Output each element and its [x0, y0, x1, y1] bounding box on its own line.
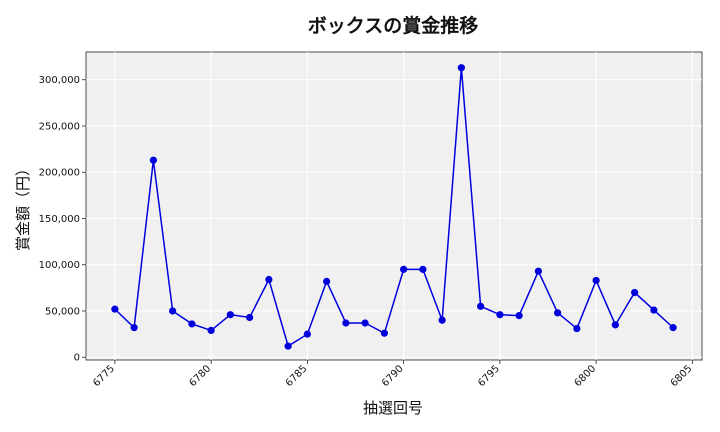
data-point — [573, 324, 581, 333]
data-point — [265, 275, 273, 284]
data-point — [457, 64, 465, 72]
y-tick-label: 100,000 — [39, 260, 80, 271]
data-point — [631, 288, 639, 297]
data-point — [188, 320, 196, 328]
data-point — [650, 306, 658, 314]
x-tick-label: 6800 — [572, 363, 598, 389]
series-layer — [111, 64, 677, 350]
data-point — [169, 307, 177, 315]
data-point — [380, 329, 388, 337]
data-point — [323, 277, 331, 285]
data-point — [226, 311, 234, 319]
chart-title: ボックスの賞金推移 — [308, 14, 478, 37]
plot-area — [85, 51, 703, 361]
data-point — [342, 319, 350, 327]
grid — [86, 52, 702, 360]
data-point — [284, 342, 292, 350]
data-point — [400, 265, 408, 273]
data-point — [207, 326, 215, 335]
x-tick-label: 6805 — [669, 363, 695, 389]
x-axis-label: 抽選回号 — [363, 399, 423, 417]
data-point — [130, 324, 138, 332]
x-tick-label: 6785 — [284, 363, 310, 389]
y-tick-label: 150,000 — [39, 214, 80, 225]
x-tick-label: 6790 — [380, 363, 406, 389]
data-point — [303, 330, 311, 338]
y-tick-label: 300,000 — [39, 75, 80, 86]
data-point — [361, 319, 369, 327]
x-tick-label: 6795 — [476, 363, 502, 389]
data-point — [554, 309, 562, 317]
data-point — [496, 311, 504, 319]
y-axis-label: 賞金額（円） — [14, 161, 32, 251]
y-tick-label: 0 — [74, 353, 80, 364]
data-point — [438, 316, 446, 324]
data-point — [149, 156, 157, 164]
data-point — [477, 302, 485, 310]
x-tick-label: 6775 — [91, 363, 117, 389]
data-point — [111, 305, 119, 313]
data-point — [592, 276, 600, 285]
data-point — [611, 321, 619, 329]
y-tick-label: 250,000 — [39, 121, 80, 132]
y-tick-label: 200,000 — [39, 168, 80, 179]
x-tick-label: 6780 — [187, 363, 213, 389]
data-point — [419, 265, 427, 273]
data-point — [515, 312, 523, 320]
data-point — [246, 313, 254, 322]
y-tick-label: 50,000 — [45, 306, 80, 317]
data-point — [669, 324, 677, 332]
data-point — [534, 267, 542, 275]
